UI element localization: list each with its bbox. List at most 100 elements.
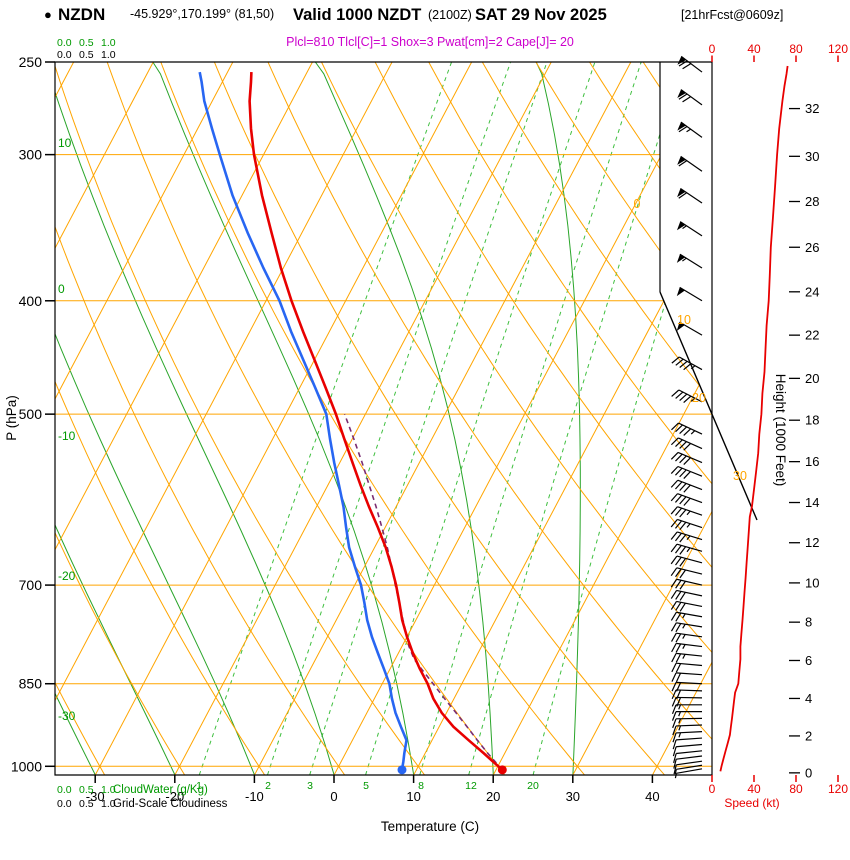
wind-barb [672,737,703,750]
wind-barb [670,518,703,531]
barb-half [690,397,696,402]
isotherm-line [492,62,712,775]
barb-full [670,437,679,446]
wind-barb [673,750,703,764]
valid-zulu: (2100Z) [428,8,472,22]
barb-half [682,225,687,230]
surface-temp-dot [497,765,507,775]
wind-barb [676,321,703,336]
wind-barb [673,760,703,775]
height-tick-label: 0 [805,765,812,780]
barb-half [686,547,691,553]
barb-full [671,356,680,364]
cloudiness-scale-bottom: 0.0 [57,798,72,810]
wind-barb [673,755,703,769]
barb-full [679,509,687,518]
speed-tick-label-top: 40 [747,42,761,56]
diagonal-boundary [659,291,758,521]
barb-full [673,764,677,775]
temp-tick-label: 30 [566,789,580,804]
mixing-ratio-label: 20 [527,780,539,792]
barb-half [686,535,691,541]
barb-full [683,457,691,466]
isotherm-line [333,62,711,775]
temp-tick-label: -10 [245,789,264,804]
moist-adiabat-label: 10 [58,136,72,150]
height-tick-label: 20 [805,371,819,386]
isotherm-value-label: 30 [733,469,747,483]
wind-barb [670,567,703,579]
dry-adiabat [321,62,712,775]
temp-tick-label: 20 [486,789,500,804]
barb-full [675,591,682,600]
barb-full [675,545,682,554]
barb-full [671,422,679,431]
wind-barb [670,543,703,555]
moist-adiabat [152,62,415,775]
wind-barb [670,589,703,601]
dry-adiabat [55,62,186,775]
cloudiness-scale-top: 0.0 [57,49,72,61]
height-tick-label: 26 [805,240,819,255]
cloudwater-scale-bottom: 1.0 [101,784,116,796]
barb-full [671,662,677,673]
wind-barb [677,121,703,138]
wind-barb [670,578,703,590]
barb-full [670,622,677,632]
barb-full [679,591,686,601]
mixing-ratio-line [365,62,596,775]
barb-full [671,643,677,653]
barb-full [672,725,677,736]
moist-adiabat [55,62,335,775]
surface-dewpoint-dot [397,765,407,775]
barb-pennant [676,221,686,231]
valid-title: Valid 1000 NZDT [293,6,421,24]
wind-barb [677,188,703,204]
height-tick-label: 30 [805,149,819,164]
wind-barb [671,672,703,683]
height-tick-label: 4 [805,691,812,706]
barb-full [679,602,686,612]
barb-half [678,718,682,724]
wind-barb [677,155,703,172]
barb-full [675,663,682,673]
wind-barb [677,89,703,106]
barb-full [670,578,678,588]
barb-pennant [677,188,686,198]
mixing-ratio-label: 12 [465,780,477,792]
barb-full [671,711,677,721]
wind-barb [676,221,703,237]
dewpoint-curve [198,71,408,771]
height-tick-label: 28 [805,194,819,209]
barb-full [679,455,687,464]
barb-full [678,126,688,133]
wind-barb [671,662,703,673]
speed-profile-curve [719,65,789,772]
barb-full [675,601,682,611]
barb-full [675,633,682,643]
wind-barb [676,286,703,302]
isotherm-value-label: 0 [634,197,641,211]
moist-adiabat-label: 0 [58,282,65,296]
barb-full [672,732,677,743]
barb-half [686,128,691,133]
barb-full [671,704,677,715]
barb-half [686,510,691,516]
mixing-ratio-line [532,62,712,775]
barb-full [683,484,691,493]
pressure-tick-label: 850 [19,676,43,692]
barb-half [682,634,686,639]
barb-half [674,769,677,775]
barb-full [678,93,688,100]
barb-full [671,697,677,707]
temperature-axis-label: Temperature (C) [381,819,479,834]
barb-full [675,643,682,653]
cloudwater-scale-top: 0.0 [57,37,72,49]
height-tick-label: 6 [805,653,812,668]
barb-full [683,363,692,371]
mixing-ratio-line [468,62,684,775]
dry-adiabat [267,62,712,775]
